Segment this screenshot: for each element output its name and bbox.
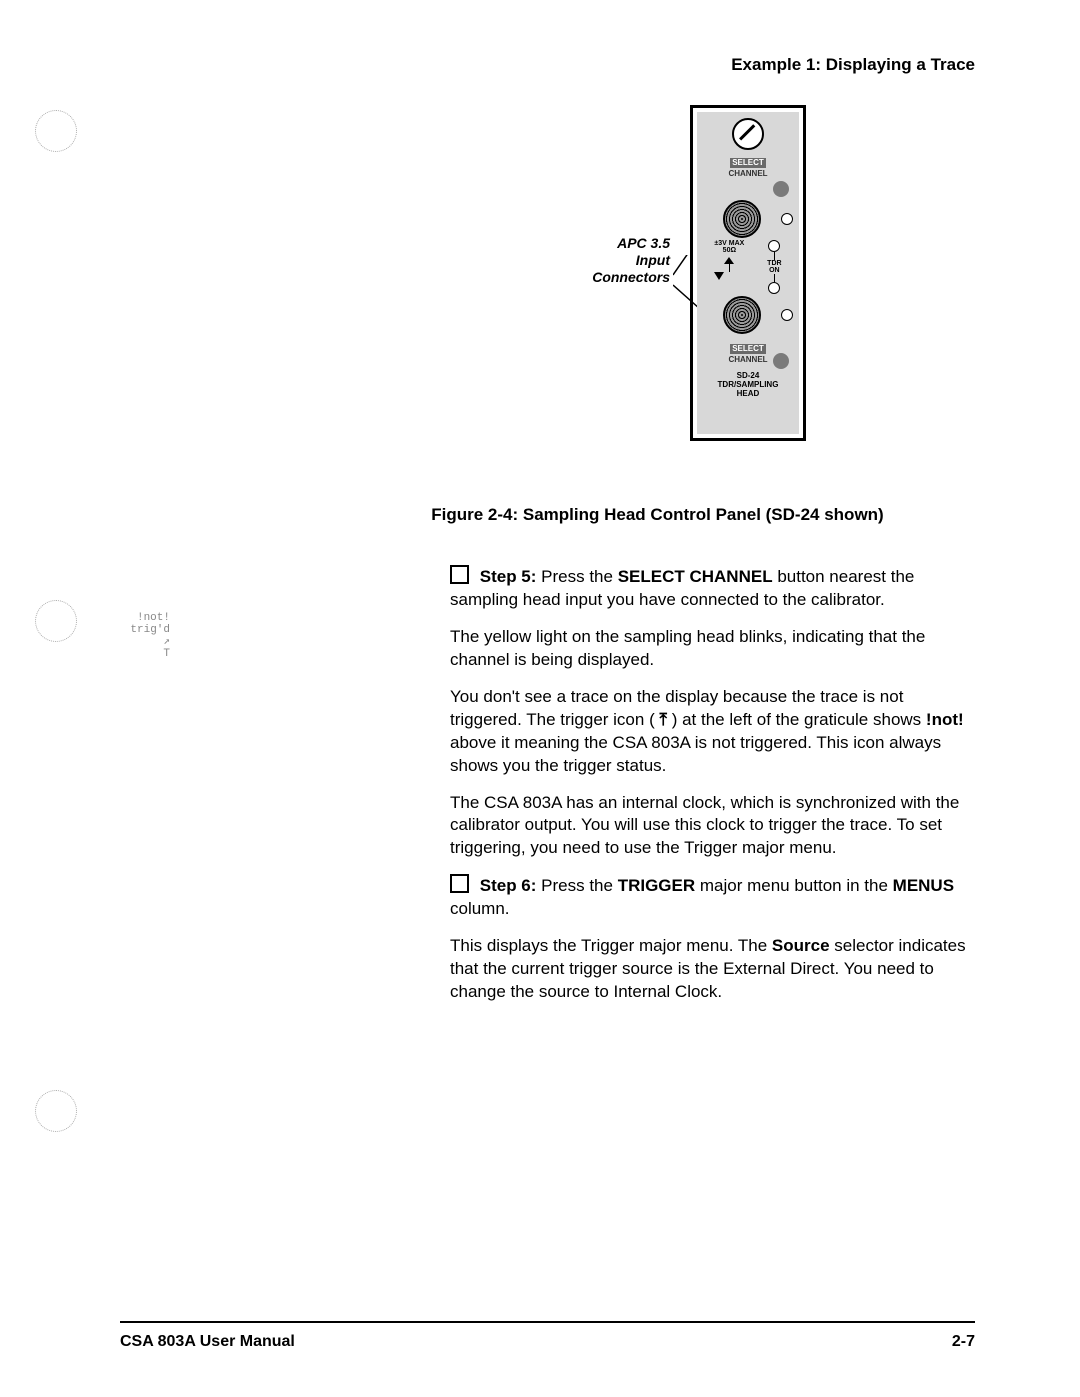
on-text: ON [767, 267, 781, 274]
sampling-head-panel: SELECT CHANNEL ±3V MAX 50Ω [690, 105, 806, 441]
step6-label: Step 6: [480, 876, 537, 895]
vline [729, 264, 731, 272]
max-label-block: ±3V MAX 50Ω [714, 240, 744, 280]
step5-label: Step 5: [480, 567, 537, 586]
max-text: ±3V MAX [714, 240, 744, 247]
footer-rule [120, 1321, 975, 1324]
vline2 [774, 252, 776, 260]
select-button-bot[interactable] [773, 353, 789, 369]
footer: CSA 803A User Manual 2-7 [120, 1333, 975, 1351]
arrow-up-icon [724, 257, 734, 264]
para-4: This displays the Trigger major menu. Th… [450, 935, 975, 1004]
t: TRIGGER [618, 876, 695, 895]
led-1 [781, 213, 793, 225]
t: column. [450, 899, 510, 918]
t: above it meaning the CSA 803A is not tri… [450, 733, 941, 775]
mn1: !not! [130, 612, 170, 624]
mn3: ↗ [130, 636, 170, 648]
apc-connector-2 [723, 296, 761, 334]
mid-row: ±3V MAX 50Ω TDR ON [697, 240, 799, 294]
t: Press the [536, 876, 617, 895]
page-header: Example 1: Displaying a Trace [120, 55, 975, 75]
vline3 [774, 274, 776, 282]
led-2 [781, 309, 793, 321]
model-label: SD-24 TDR/SAMPLING HEAD [697, 372, 799, 398]
para-2: You don't see a trace on the display bec… [450, 686, 975, 778]
t: SELECT CHANNEL [618, 567, 773, 586]
t: MENUS [893, 876, 954, 895]
step-6: Step 6: Press the TRIGGER major menu but… [450, 874, 975, 921]
punch-hole [35, 1090, 77, 1132]
t: !not! [926, 710, 964, 729]
figure-area: APC 3.5 Input Connectors SELECT CHANNEL [120, 105, 975, 465]
channel-label-top: CHANNEL [697, 170, 799, 178]
callout-text: APC 3.5 Input Connectors [592, 235, 670, 285]
mn2: trig'd [130, 624, 170, 636]
t: This displays the Trigger major menu. Th… [450, 936, 772, 955]
panel-inner: SELECT CHANNEL ±3V MAX 50Ω [697, 112, 799, 434]
tdr-text: TDR [767, 260, 781, 267]
mn4: T [130, 648, 170, 660]
connector-row-2 [697, 294, 799, 336]
page: Example 1: Displaying a Trace APC 3.5 In… [0, 0, 1080, 1397]
t: major menu button in the [695, 876, 893, 895]
margin-note: !not! trig'd ↗ T [130, 612, 170, 660]
select-label-bot: SELECT [730, 344, 766, 354]
t: Source [772, 936, 830, 955]
select-button-top[interactable] [773, 181, 789, 197]
tdr-led-bot [768, 282, 780, 294]
trigger-icon: ⤒ [659, 710, 667, 729]
tdr-block: TDR ON [767, 240, 781, 294]
figure-caption: Figure 2-4: Sampling Head Control Panel … [340, 505, 975, 525]
step-5: Step 5: Press the SELECT CHANNEL button … [450, 565, 975, 612]
select-label-top: SELECT [730, 158, 766, 168]
tdr-led-top [768, 240, 780, 252]
t: Press the [536, 567, 617, 586]
punch-hole [35, 600, 77, 642]
punch-hole [35, 110, 77, 152]
footer-left: CSA 803A User Manual [120, 1333, 295, 1351]
body-text: Step 5: Press the SELECT CHANNEL button … [450, 565, 975, 1004]
ohm-text: 50Ω [714, 247, 744, 254]
prohibit-icon [732, 118, 764, 150]
footer-right: 2-7 [952, 1333, 975, 1351]
checkbox-icon [450, 565, 469, 584]
t: ) at the left of the graticule shows [667, 710, 926, 729]
callout-label: APC 3.5 Input Connectors [570, 235, 670, 285]
arrow-down-icon [714, 272, 724, 280]
checkbox-icon [450, 874, 469, 893]
para-1: The yellow light on the sampling head bl… [450, 626, 975, 672]
apc-connector-1 [723, 200, 761, 238]
connector-row-1 [697, 198, 799, 240]
para-3: The CSA 803A has an internal clock, whic… [450, 792, 975, 861]
model-3: HEAD [697, 390, 799, 399]
